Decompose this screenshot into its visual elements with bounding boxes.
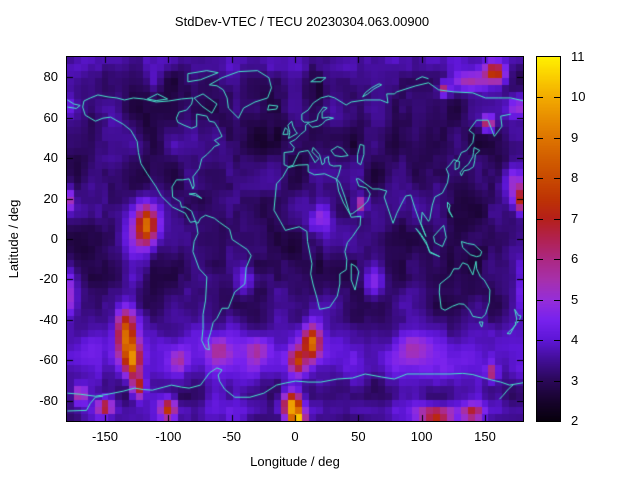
colorbar-tick-label: 4 <box>571 332 579 348</box>
colorbar-tick-mark <box>537 219 543 220</box>
x-tick-label: -150 <box>91 429 119 444</box>
x-tick-label: -50 <box>222 429 242 444</box>
y-tick-label: -40 <box>39 311 58 327</box>
colorbar-tick-mark <box>537 138 543 139</box>
colorbar-tick-mark <box>537 381 543 382</box>
colorbar-tick-mark <box>554 97 560 98</box>
colorbar-tick-label: 2 <box>571 413 579 428</box>
colorbar-tick-mark <box>554 219 560 220</box>
colorbar-tick-mark <box>554 178 560 179</box>
colorbar-tick-mark <box>554 138 560 139</box>
y-tick-label: 80 <box>43 69 58 85</box>
y-tick-label: 20 <box>43 190 58 206</box>
colorbar-tick-mark <box>554 300 560 301</box>
colorbar-tick-mark <box>554 259 560 260</box>
colorbar-tick-mark <box>537 178 543 179</box>
colorbar-tick-label: 6 <box>571 251 579 267</box>
colorbar-tick-label: 7 <box>571 210 579 226</box>
colorbar-tick-label: 9 <box>571 129 579 145</box>
y-tick-label: 40 <box>43 150 58 166</box>
x-tick-label: -100 <box>155 429 182 444</box>
x-tick-label: 100 <box>410 429 433 444</box>
x-tick-label: 0 <box>291 429 299 444</box>
plot-area <box>66 56 524 422</box>
colorbar-tick-label: 3 <box>571 372 579 388</box>
colorbar-tick-mark <box>537 340 543 341</box>
x-tick-label: 150 <box>474 429 496 444</box>
colorbar-tick-label: 5 <box>571 291 579 307</box>
y-tick-label: 0 <box>50 231 58 246</box>
x-tick-label: 50 <box>351 429 366 444</box>
colorbar-tick-mark <box>554 340 560 341</box>
y-tick-label: -60 <box>39 352 58 368</box>
colorbar-tick-label: 8 <box>571 170 579 186</box>
y-tick-label: -80 <box>39 392 58 408</box>
colorbar-tick-mark <box>554 381 560 382</box>
colorbar-tick-mark <box>537 97 543 98</box>
x-axis-label: Longitude / deg <box>250 454 340 469</box>
colorbar-tick-mark <box>537 259 543 260</box>
colorbar <box>536 56 561 422</box>
y-tick-label: 60 <box>43 109 58 125</box>
colorbar-tick-mark <box>537 300 543 301</box>
colorbar-tick-label: 11 <box>571 49 585 64</box>
heatmap-canvas <box>67 57 523 421</box>
y-tick-label: -20 <box>39 271 58 287</box>
chart-title: StdDev-VTEC / TECU 20230304.063.00900 <box>174 14 430 29</box>
colorbar-canvas <box>537 57 560 421</box>
colorbar-tick-label: 10 <box>571 89 586 105</box>
